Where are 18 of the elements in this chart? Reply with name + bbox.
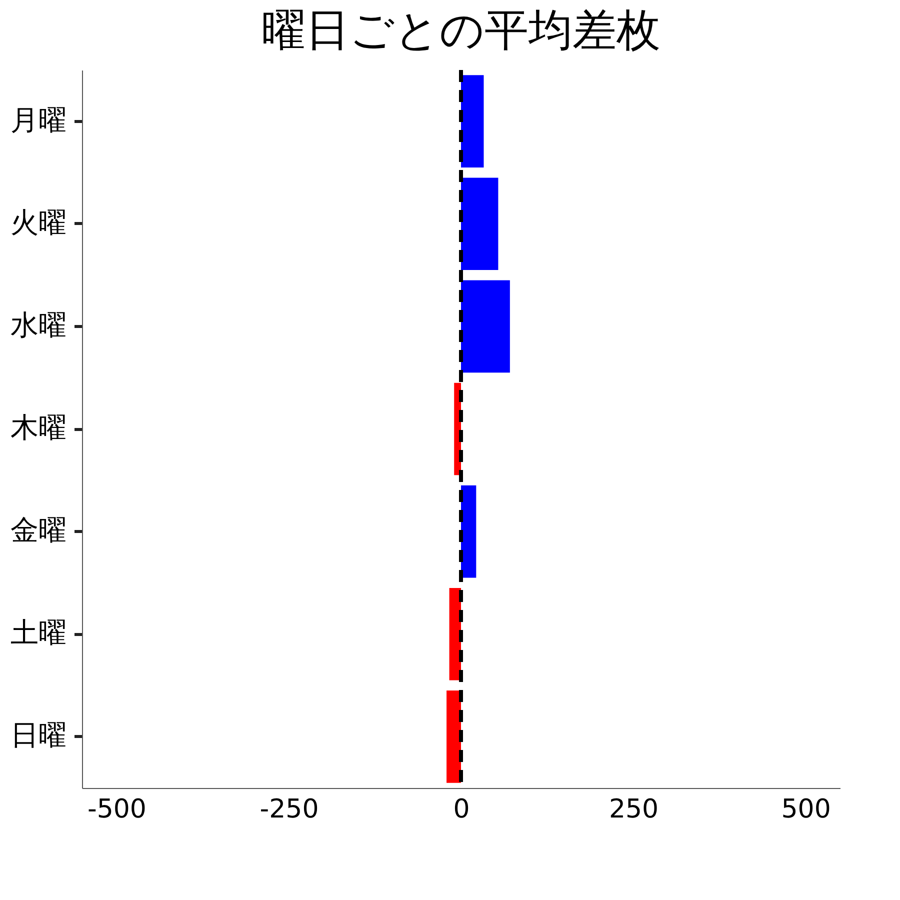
bar [461,75,484,168]
x-tick-label: -500 [87,794,146,824]
x-tick-label: -250 [260,794,319,824]
y-tick-label: 火曜 [10,206,66,239]
x-tick-label: 500 [781,794,831,824]
x-tick-label: 0 [453,794,470,824]
bar [461,485,476,578]
y-tick-label: 金曜 [10,514,66,547]
bar [461,280,510,373]
chart-title: 曜日ごとの平均差枚 [262,5,660,56]
y-tick-label: 水曜 [10,308,66,342]
y-tick-label: 土曜 [10,616,66,650]
y-tick-label: 木曜 [10,411,66,444]
x-tick-label: 250 [608,794,659,824]
bar [446,690,461,783]
y-tick-label: 月曜 [10,103,66,136]
bar [461,178,498,270]
y-tick-label: 日曜 [10,718,66,752]
